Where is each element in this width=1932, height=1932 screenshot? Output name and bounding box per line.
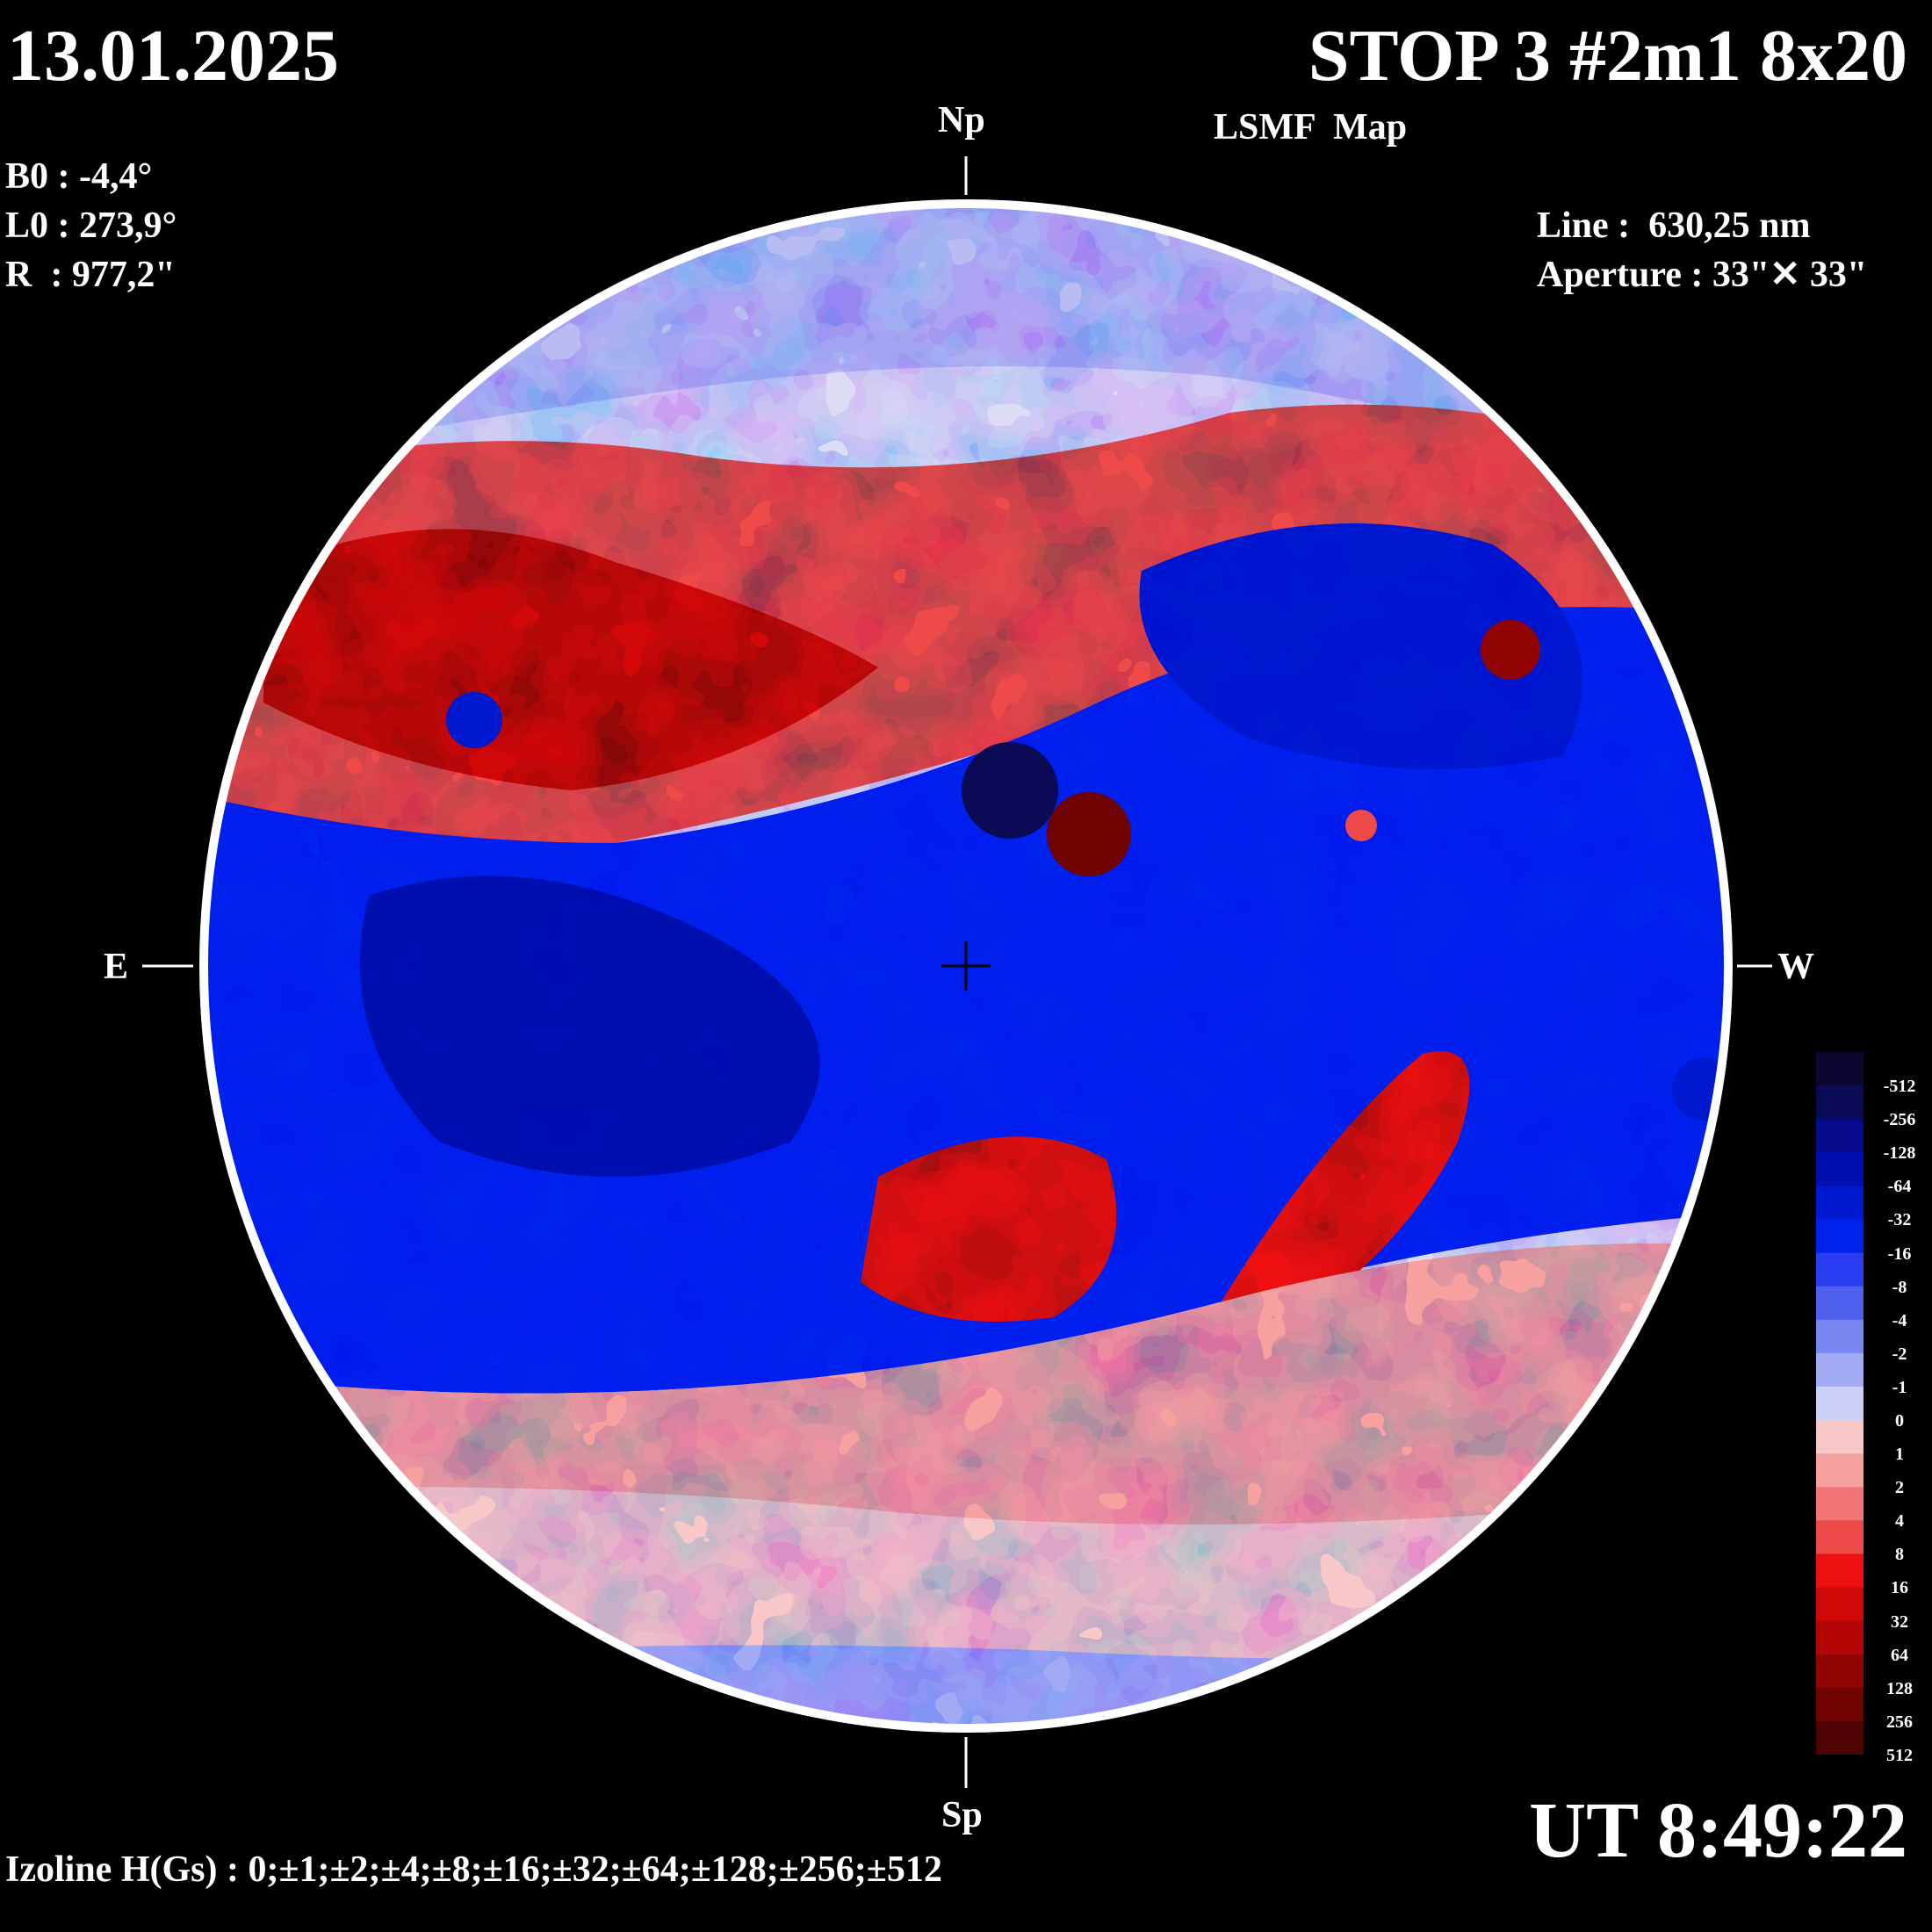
- scale-label: 16: [1891, 1578, 1908, 1598]
- scale-label: 32: [1891, 1611, 1908, 1632]
- map-title: STOP 3 #2m1 8x20: [1308, 15, 1907, 97]
- scale-swatch: [1816, 1720, 1864, 1755]
- spectral-line: Line : 630,25 nm: [1537, 205, 1811, 246]
- observation-date: 13.01.2025: [7, 15, 339, 97]
- scale-swatch: [1816, 1386, 1864, 1421]
- scale-label: -16: [1887, 1244, 1912, 1264]
- disk-outline: [199, 199, 1733, 1733]
- scale-label: -128: [1883, 1143, 1916, 1164]
- east-label: E: [104, 947, 129, 987]
- map-subtitle: LSMF Map: [1214, 107, 1408, 148]
- scale-label: -8: [1892, 1277, 1907, 1297]
- param-radius: R : 977,2": [5, 255, 176, 295]
- scale-label: -512: [1883, 1077, 1916, 1097]
- scale-swatch: [1816, 1152, 1864, 1186]
- scale-swatch: [1816, 1453, 1864, 1488]
- scale-label: 8: [1895, 1545, 1904, 1565]
- scale-label: -256: [1883, 1110, 1916, 1130]
- west-label: W: [1777, 947, 1814, 987]
- scale-swatch: [1816, 1520, 1864, 1554]
- param-l0: L0 : 273,9°: [5, 205, 177, 246]
- param-b0: B0 : -4,4°: [5, 156, 153, 197]
- scale-swatch: [1816, 1052, 1864, 1086]
- scale-swatch: [1816, 1687, 1864, 1722]
- center-crosshair: [941, 941, 991, 991]
- south-pole-label: Sp: [941, 1795, 983, 1835]
- scale-swatch: [1816, 1654, 1864, 1689]
- scale-label: 512: [1886, 1745, 1913, 1765]
- scale-swatch: [1816, 1252, 1864, 1287]
- scale-swatch: [1816, 1587, 1864, 1622]
- izoline-levels: Izoline H(Gs) : 0;±1;±2;±4;±8;±16;±32;±6…: [5, 1849, 942, 1890]
- scale-swatch: [1816, 1620, 1864, 1655]
- solar-disk: [204, 204, 1728, 1728]
- scale-swatch: [1816, 1085, 1864, 1120]
- scale-label: 0: [1895, 1411, 1904, 1431]
- aperture-size: Aperture : 33"✕ 33": [1537, 255, 1868, 295]
- scale-swatch: [1816, 1219, 1864, 1254]
- scale-swatch: [1816, 1319, 1864, 1354]
- scale-label: 256: [1886, 1712, 1913, 1732]
- scale-label: 2: [1895, 1478, 1904, 1498]
- scale-label: -64: [1887, 1177, 1912, 1197]
- scale-swatch: [1816, 1119, 1864, 1153]
- color-scale-bar: [1816, 1052, 1864, 1755]
- universal-time: UT 8:49:22: [1529, 1787, 1907, 1874]
- scale-label: -1: [1892, 1377, 1907, 1397]
- scale-label: 1: [1895, 1445, 1904, 1465]
- scale-swatch: [1816, 1352, 1864, 1388]
- scale-swatch: [1816, 1286, 1864, 1321]
- scale-label: 64: [1891, 1645, 1908, 1665]
- scale-swatch: [1816, 1487, 1864, 1521]
- scale-swatch: [1816, 1554, 1864, 1589]
- north-pole-label: Np: [938, 100, 985, 141]
- scale-label: -2: [1892, 1344, 1907, 1364]
- scale-swatch: [1816, 1420, 1864, 1454]
- scale-label: -32: [1887, 1210, 1912, 1230]
- scale-label: -4: [1892, 1310, 1907, 1330]
- scale-label: 128: [1886, 1678, 1913, 1698]
- scale-label: 4: [1895, 1511, 1904, 1532]
- axis-ticks: [142, 156, 1772, 1788]
- scale-swatch: [1816, 1186, 1864, 1220]
